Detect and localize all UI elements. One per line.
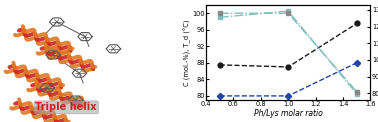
X-axis label: Ph/Lys molar ratio: Ph/Lys molar ratio bbox=[254, 109, 322, 118]
Text: Triple helix: Triple helix bbox=[36, 102, 97, 112]
Y-axis label: C (mol.-%), T_d (°C): C (mol.-%), T_d (°C) bbox=[183, 19, 191, 86]
